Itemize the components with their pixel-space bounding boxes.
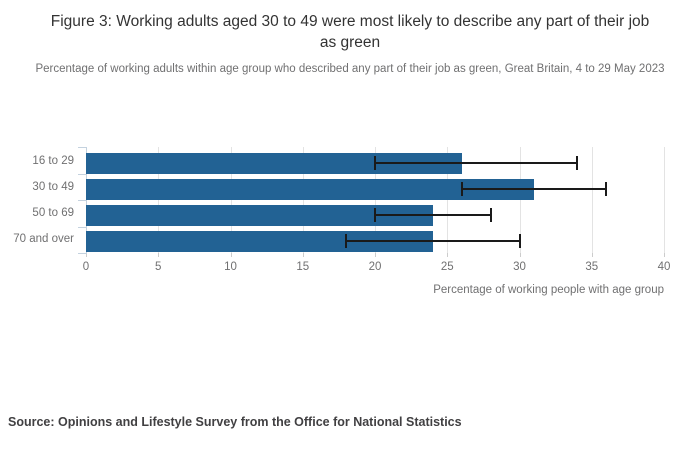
error-bar <box>375 214 491 216</box>
x-tick-label: 20 <box>368 261 382 273</box>
x-axis-tick <box>519 253 521 257</box>
y-axis-tick <box>78 173 86 175</box>
y-axis-label: 50 to 69 <box>32 207 74 219</box>
gridline <box>664 147 665 253</box>
error-bar <box>461 188 607 190</box>
y-axis-tick <box>78 200 86 201</box>
gridline <box>158 147 160 253</box>
y-axis-tick <box>78 147 86 148</box>
gridline <box>447 147 449 253</box>
error-bar-cap-low <box>345 234 348 248</box>
x-axis-tick <box>230 253 232 257</box>
error-bar-cap-low <box>460 182 463 196</box>
chart-subtitle: Percentage of working adults within age … <box>35 62 665 75</box>
error-bar-cap-high <box>576 156 579 170</box>
error-bar-cap-low <box>374 208 376 222</box>
error-bar-cap-high <box>518 234 521 248</box>
y-axis-tick <box>78 253 86 254</box>
x-tick-label: 10 <box>224 261 237 273</box>
chart-title: Figure 3: Working adults aged 30 to 49 w… <box>50 13 650 52</box>
error-bar-cap-high <box>605 182 608 196</box>
x-axis-tick <box>664 253 665 257</box>
bar <box>86 178 534 200</box>
x-axis-tick <box>158 253 160 257</box>
bar <box>86 152 462 174</box>
error-bar <box>346 240 520 242</box>
x-tick-label: 5 <box>155 261 162 273</box>
source-note: Source: Opinions and Lifestyle Survey fr… <box>8 415 462 429</box>
error-bar-cap-high <box>489 208 492 222</box>
x-axis-tick <box>375 253 376 257</box>
error-bar-cap-low <box>374 156 376 170</box>
y-axis-label: 70 and over <box>13 233 74 245</box>
x-axis-tick <box>302 253 304 257</box>
x-tick-label: 25 <box>440 261 454 273</box>
gridline <box>230 147 232 253</box>
x-tick-label: 30 <box>513 261 526 273</box>
x-tick-label: 15 <box>296 261 310 273</box>
x-axis-title: Percentage of working people with age gr… <box>433 284 664 296</box>
x-axis-tick <box>591 253 593 257</box>
y-axis-tick <box>78 226 86 228</box>
error-bar <box>375 162 578 164</box>
x-tick-label: 35 <box>585 261 599 273</box>
bar <box>86 204 433 226</box>
y-axis-label: 16 to 29 <box>32 155 74 167</box>
gridline <box>519 147 521 253</box>
gridline <box>375 147 376 253</box>
x-axis-tick <box>447 253 449 257</box>
gridline <box>591 147 593 253</box>
x-tick-label: 0 <box>82 261 90 273</box>
y-axis-label: 30 to 49 <box>32 181 74 193</box>
x-axis-tick <box>86 253 87 257</box>
gridline <box>302 147 304 253</box>
y-axis-line <box>86 147 87 254</box>
x-tick-label: 40 <box>657 261 671 273</box>
